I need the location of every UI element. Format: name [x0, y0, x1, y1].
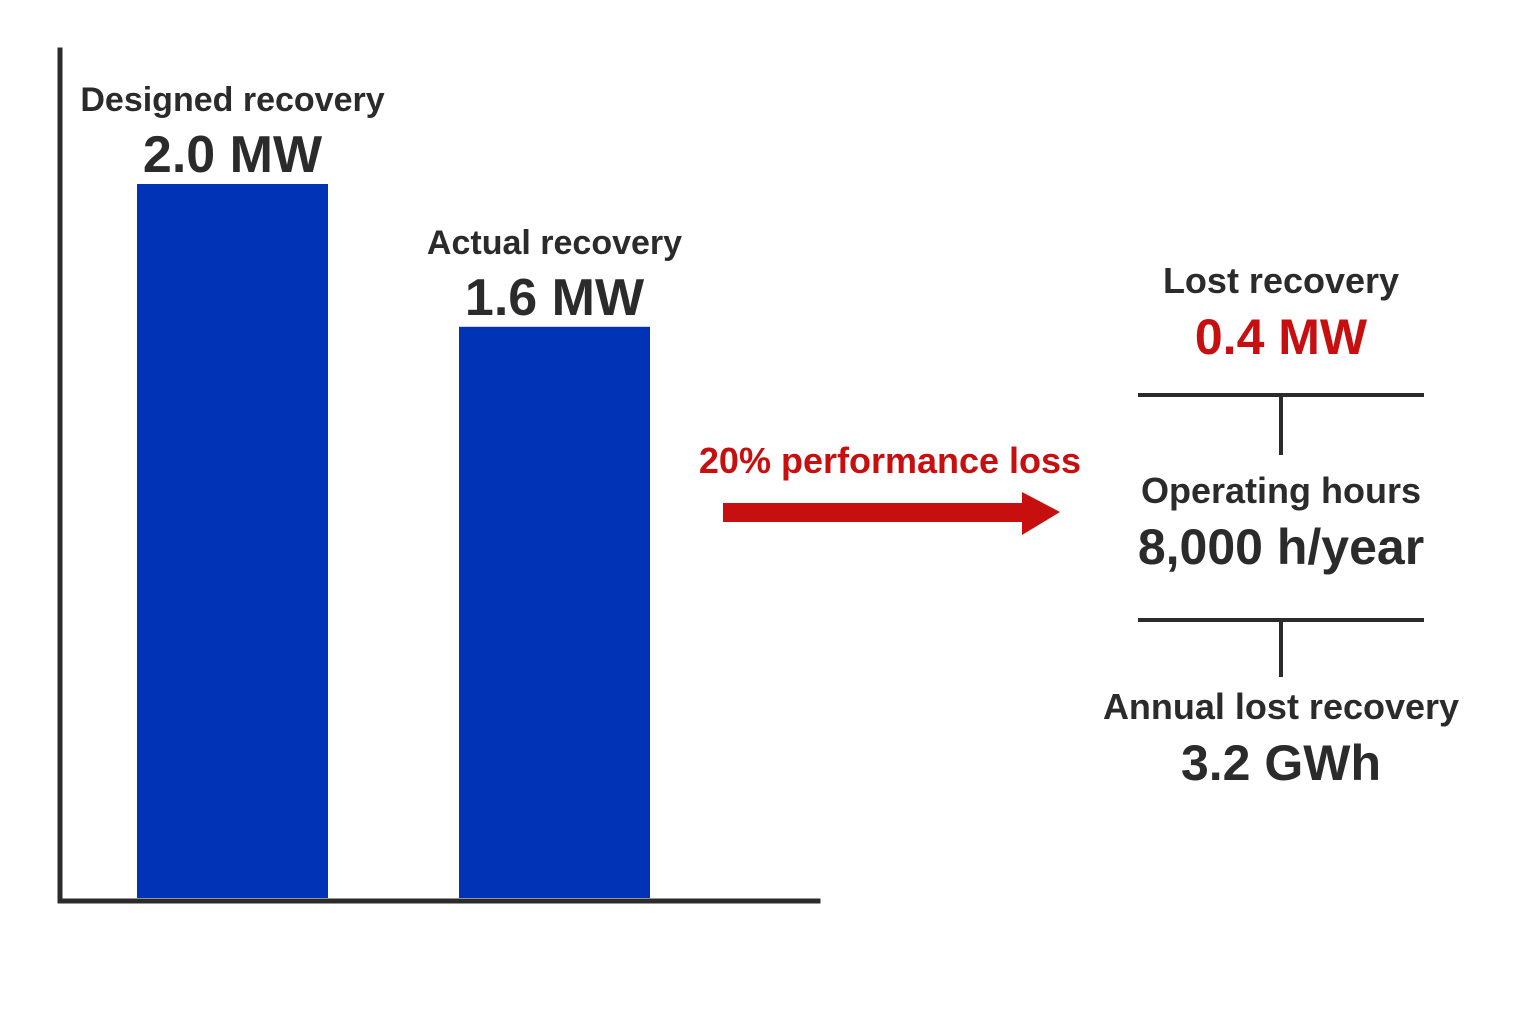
bars-group: Designed recovery 2.0 MW Actual recovery 1.…: [80, 81, 682, 898]
bar-2: [459, 326, 650, 898]
bar-2-category-label: Actual recovery: [427, 224, 682, 262]
operating-hours-label: Operating hours: [1140, 470, 1422, 511]
performance-loss-label: 20% performance loss: [698, 440, 1082, 481]
lost-recovery-label: Lost recovery: [1162, 260, 1400, 301]
bar-1-category-label: Designed recovery: [80, 81, 384, 119]
bar-1: [137, 184, 328, 898]
operating-hours-value: 8,000 h/year: [1137, 519, 1425, 575]
annual-lost-recovery-label: Annual lost recovery: [1102, 686, 1460, 727]
loss-arrow: [723, 492, 1060, 535]
bar-2-value-label: 1.6 MW: [465, 269, 645, 327]
flow-connector-1: [1138, 393, 1424, 455]
flow-connector-2: [1138, 618, 1424, 677]
annual-lost-recovery-value: 3.2 GWh: [1180, 735, 1382, 791]
lost-recovery-value: 0.4 MW: [1194, 309, 1368, 365]
bar-1-value-label: 2.0 MW: [143, 126, 323, 184]
